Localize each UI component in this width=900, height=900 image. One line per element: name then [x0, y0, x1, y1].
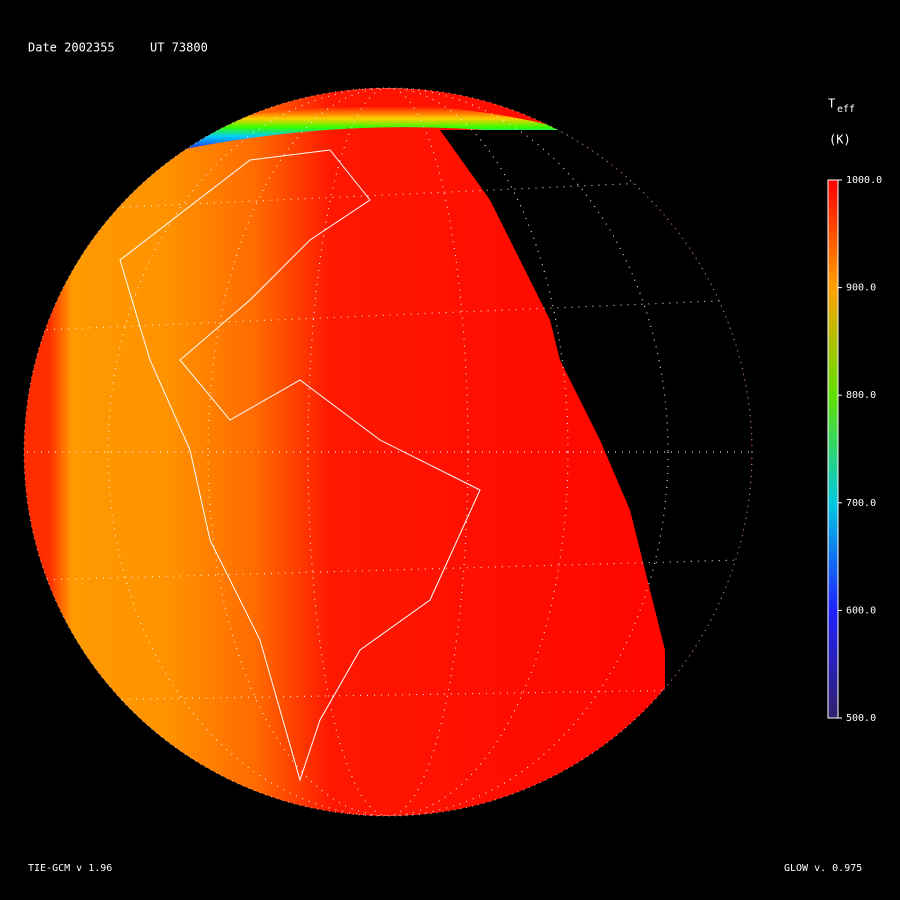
nightside: [440, 88, 752, 705]
tick-label: 800.0: [846, 390, 876, 401]
colorbar: [827, 179, 839, 719]
glow-label: GLOW v. 0.975: [784, 863, 862, 874]
colorbar-ticks: 1000.0 900.0 800.0 700.0 600.0 500.0: [838, 175, 882, 724]
aurora-band: [180, 105, 570, 150]
ut-label: UT 73800: [150, 41, 208, 55]
colorbar-title: T: [828, 97, 835, 111]
coastline: [119, 149, 481, 782]
globe-outline: [23, 87, 753, 817]
model-label: TIE-GCM v 1.96: [28, 863, 112, 874]
date-label: Date 2002355: [28, 41, 115, 55]
graticule: [24, 88, 752, 816]
colorbar-unit: (K): [829, 133, 851, 147]
colorbar-subscript: eff: [837, 104, 855, 115]
tick-label: 500.0: [846, 713, 876, 724]
globe: [24, 88, 752, 816]
tick-label: 1000.0: [846, 175, 882, 186]
tick-label: 700.0: [846, 498, 876, 509]
tick-label: 600.0: [846, 605, 876, 616]
tick-label: 900.0: [846, 283, 876, 294]
